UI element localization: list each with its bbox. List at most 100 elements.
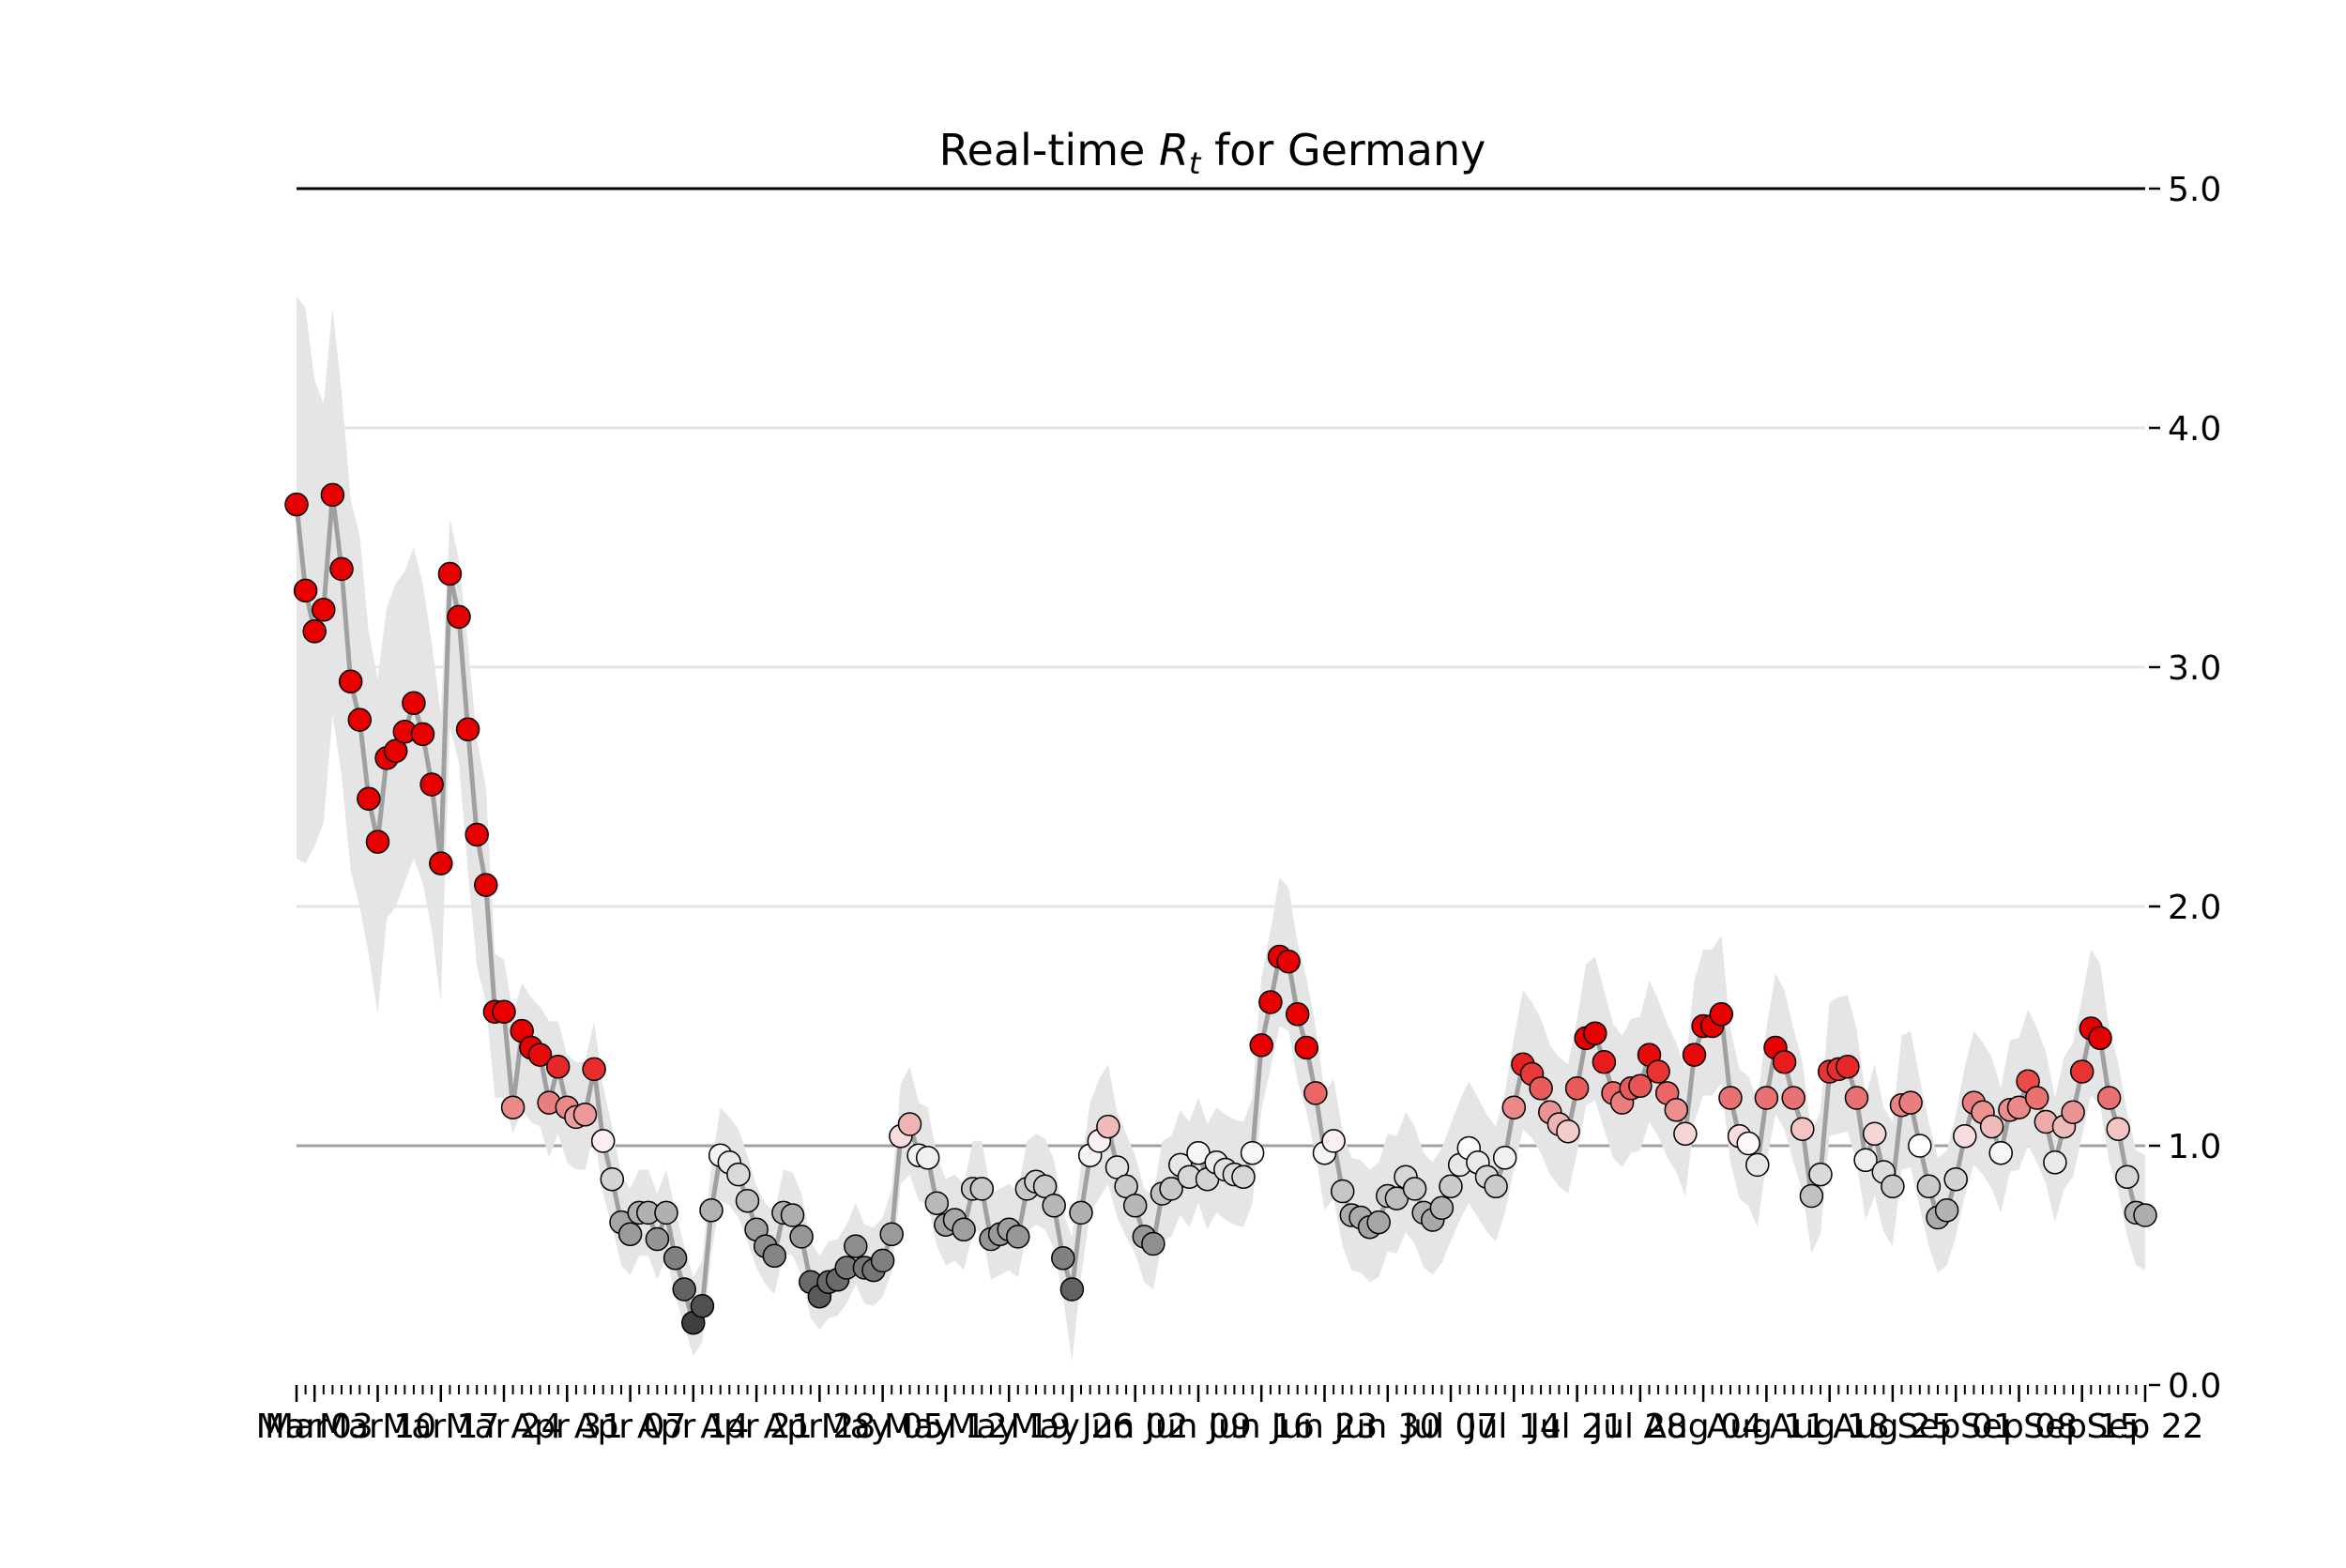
data-point (1141, 1231, 1165, 1256)
x-tick-label: Jun 09 (1143, 1408, 1252, 1446)
data-point (762, 1243, 787, 1269)
data-point (1754, 1086, 1779, 1110)
data-point (1529, 1076, 1553, 1101)
data-point (500, 1095, 526, 1119)
data-point (1772, 1050, 1797, 1074)
data-point (780, 1203, 805, 1227)
x-tick-label: Apr 14 (637, 1408, 750, 1446)
data-point (2024, 1086, 2049, 1110)
data-point (870, 1248, 895, 1273)
data-point (1330, 1179, 1355, 1204)
x-tick-label: Jul 21 (1528, 1408, 1624, 1446)
data-point (1051, 1246, 1075, 1271)
data-point (302, 619, 327, 644)
data-point (465, 822, 489, 847)
data-point (1628, 1073, 1653, 1099)
data-point (1908, 1134, 1932, 1158)
x-tick-label: Aug 18 (1770, 1408, 1890, 1446)
data-point (726, 1162, 751, 1187)
data-point (672, 1277, 696, 1302)
data-point (357, 786, 381, 811)
data-point (844, 1234, 868, 1258)
x-tick-label: Sep 22 (2086, 1408, 2203, 1446)
data-point (1042, 1194, 1066, 1218)
data-point (455, 717, 480, 742)
data-point (2069, 1059, 2095, 1084)
data-point (474, 873, 498, 897)
data-point (1069, 1200, 1093, 1225)
x-tick-label: Sep 08 (1960, 1408, 2078, 1446)
data-point (645, 1226, 670, 1252)
data-point (1898, 1090, 1923, 1115)
data-point (545, 1055, 571, 1079)
x-tick-label: Jul 07 (1402, 1408, 1499, 1446)
data-point (2115, 1165, 2140, 1189)
data-point (492, 999, 516, 1024)
y-tick-label: 0.0 (2168, 1367, 2221, 1406)
y-tick-label: 3.0 (2168, 649, 2221, 688)
data-point (402, 691, 426, 715)
x-tick-label: Aug 25 (1833, 1408, 1953, 1446)
data-point (1240, 1140, 1265, 1165)
data-point (1799, 1183, 1824, 1209)
data-point (347, 708, 373, 732)
x-tick-label: Sep 01 (1897, 1408, 2015, 1446)
x-tick-label: May 05 (821, 1408, 945, 1446)
data-point (1979, 1114, 2004, 1139)
data-point (1114, 1174, 1138, 1199)
x-tick-label: Mar 17 (382, 1408, 499, 1446)
data-point (1285, 1002, 1310, 1027)
data-point (365, 830, 390, 854)
data-point (312, 598, 336, 622)
title-variable: R (1159, 125, 1189, 175)
x-tick-label: Sep 15 (2023, 1408, 2140, 1446)
data-point (1808, 1162, 1833, 1187)
data-point (1439, 1174, 1463, 1199)
data-point (590, 1129, 616, 1153)
data-point (1583, 1021, 1607, 1045)
data-point (1943, 1166, 1968, 1192)
y-axis: 0.0 1.0 2.0 3.0 4.0 5.0 (2149, 171, 2221, 1406)
data-point (320, 482, 345, 508)
y-tick-label: 2.0 (2168, 889, 2221, 927)
data-point (1646, 1059, 1670, 1084)
data-point (1709, 1002, 1734, 1027)
data-point (1294, 1035, 1319, 1060)
data-point (1953, 1124, 1977, 1149)
data-point (284, 492, 309, 517)
data-point (2043, 1150, 2067, 1175)
x-tick-label: Mar 10 (319, 1408, 436, 1446)
title-prefix: Real-time (939, 125, 1159, 175)
data-point (429, 851, 453, 875)
data-point (1122, 1194, 1148, 1218)
data-point (447, 604, 471, 630)
title-suffix: for Germany (1200, 125, 1485, 175)
confidence-band-area (297, 296, 2145, 1362)
data-point (969, 1177, 995, 1201)
data-point (1556, 1119, 1580, 1144)
data-point (1231, 1165, 1256, 1189)
confidence-band (297, 296, 2145, 1362)
data-point (437, 561, 463, 586)
data-point (1934, 1198, 1959, 1223)
data-point (1501, 1095, 1527, 1119)
data-point (582, 1057, 606, 1082)
data-point (952, 1217, 976, 1242)
data-point (1718, 1086, 1743, 1110)
data-point (1673, 1121, 1698, 1147)
x-tick-label: May 26 (1011, 1408, 1135, 1446)
data-point (293, 578, 318, 603)
x-tick-label: Jun 30 (1333, 1408, 1441, 1446)
x-tick-label: Jun 16 (1206, 1408, 1315, 1446)
data-point (338, 669, 363, 694)
data-point (1276, 949, 1301, 974)
data-point (329, 556, 354, 582)
x-tick-label: Mar 03 (256, 1408, 373, 1446)
data-point (2133, 1203, 2157, 1227)
x-tick-label: Jun 02 (1080, 1408, 1189, 1446)
gridlines (297, 187, 2145, 1148)
data-point (1321, 1129, 1346, 1153)
